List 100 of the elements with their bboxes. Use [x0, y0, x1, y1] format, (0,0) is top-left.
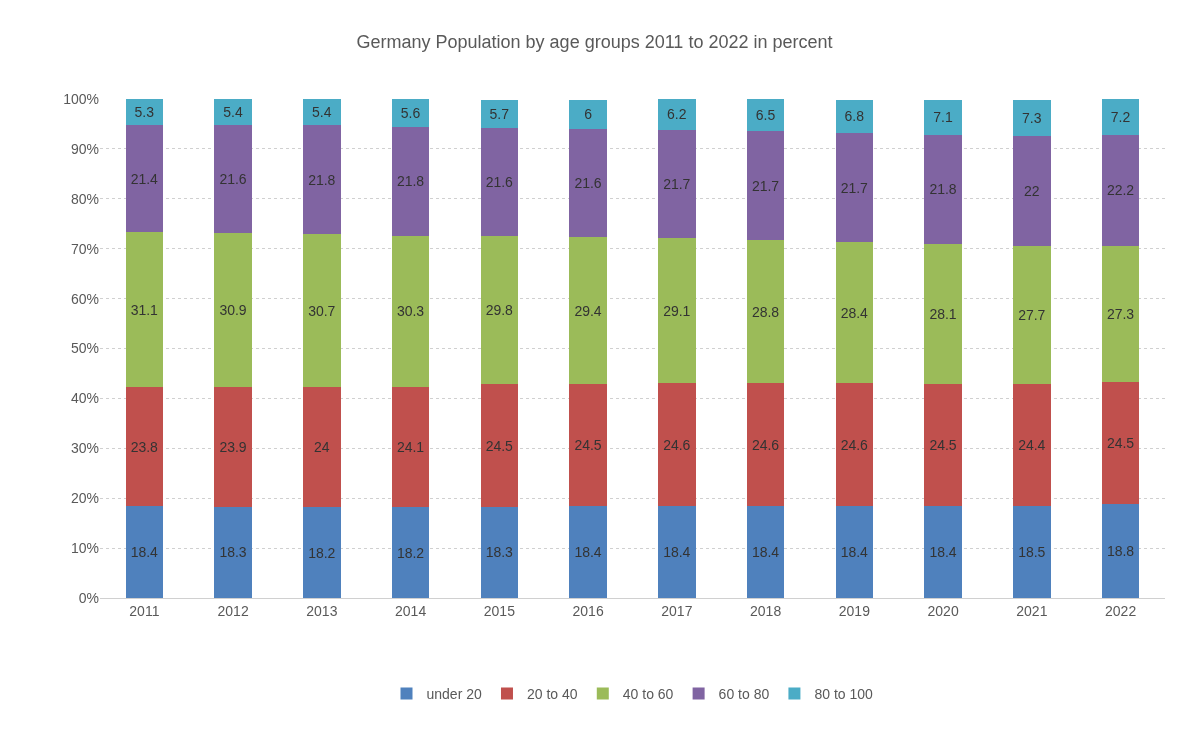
data-label: 29.8 — [485, 302, 514, 319]
data-label: 24 — [313, 439, 330, 456]
data-label: 30.3 — [396, 303, 425, 320]
legend-label: 60 to 80 — [718, 686, 770, 703]
data-label: 18.4 — [663, 544, 691, 561]
data-label: 28.8 — [751, 303, 780, 320]
bar — [214, 506, 252, 598]
bar — [658, 99, 696, 130]
data-label: 21.6 — [574, 175, 602, 192]
data-label: 24.5 — [485, 437, 514, 454]
data-label: 5.4 — [223, 103, 243, 120]
bar — [1101, 245, 1140, 382]
bar — [1013, 505, 1051, 598]
bar — [480, 384, 519, 507]
bar — [835, 506, 874, 598]
bar — [835, 133, 874, 242]
bar — [480, 127, 519, 236]
bar — [924, 383, 962, 507]
data-label: 18.4 — [840, 544, 869, 561]
bar — [1101, 504, 1140, 598]
bar — [303, 125, 341, 235]
data-label: 27.7 — [1018, 306, 1046, 323]
y-tick-label: 50% — [70, 340, 99, 357]
legend-label: 20 to 40 — [526, 686, 578, 703]
data-label: 18.2 — [308, 544, 336, 561]
data-label: 18.2 — [396, 544, 425, 561]
x-tick-label: 2017 — [661, 602, 693, 619]
data-label: 21.7 — [751, 177, 780, 194]
bar — [391, 235, 430, 387]
bar — [391, 126, 430, 236]
bar — [569, 237, 607, 384]
bar — [391, 386, 430, 508]
bar — [391, 99, 430, 127]
bar — [214, 233, 252, 388]
data-label: 18.4 — [751, 544, 780, 561]
bar — [125, 506, 164, 598]
bar — [924, 134, 962, 244]
bar — [125, 232, 164, 388]
bar — [1013, 245, 1051, 384]
data-label: 21.7 — [840, 179, 869, 196]
data-label: 18.4 — [130, 544, 159, 561]
bar — [214, 125, 252, 234]
bar — [924, 506, 962, 598]
data-label: 18.3 — [485, 544, 514, 561]
data-label: 24.1 — [396, 439, 425, 456]
x-tick-label: 2011 — [129, 602, 160, 619]
data-label: 18.4 — [929, 544, 957, 561]
bar — [214, 387, 252, 507]
data-label: 30.9 — [219, 302, 247, 319]
data-label: 21.6 — [219, 171, 247, 188]
data-label: 6.2 — [667, 106, 687, 123]
bar — [924, 99, 962, 135]
data-label: 31.1 — [130, 301, 159, 318]
bar — [569, 383, 607, 507]
bar — [1013, 135, 1051, 246]
x-tick-label: 2018 — [750, 602, 782, 619]
legend-label: 80 to 100 — [814, 686, 874, 703]
data-label: 21.8 — [396, 173, 425, 190]
y-tick-label: 40% — [70, 390, 99, 407]
bar — [658, 506, 696, 598]
legend-label: under 20 — [426, 686, 482, 703]
x-tick-label: 2020 — [927, 602, 959, 619]
data-label: 5.6 — [400, 104, 421, 121]
x-tick-label: 2013 — [306, 602, 338, 619]
data-label: 22.2 — [1106, 182, 1135, 199]
bar — [569, 129, 607, 238]
data-label: 21.7 — [663, 176, 691, 193]
bar — [924, 243, 962, 384]
legend-label: 40 to 60 — [622, 686, 674, 703]
data-label: 24.6 — [840, 436, 869, 453]
y-tick-label: 60% — [70, 290, 99, 307]
bar — [835, 241, 874, 384]
data-label: 18.3 — [219, 544, 247, 561]
data-label: 7.1 — [933, 109, 953, 126]
x-tick-label: 2019 — [838, 602, 871, 619]
data-label: 22 — [1023, 182, 1040, 199]
x-tick-label: 2021 — [1016, 602, 1048, 619]
data-label: 21.8 — [308, 171, 336, 188]
x-tick-label: 2015 — [483, 602, 516, 619]
bar — [746, 239, 785, 384]
data-label: 6.5 — [755, 107, 776, 124]
bar — [125, 125, 164, 233]
chart-title: Germany Population by age groups 2011 to 2022 in percent — [356, 32, 833, 53]
data-label: 27.3 — [1106, 305, 1135, 322]
x-tick-label: 2012 — [217, 602, 249, 619]
x-tick-label: 2016 — [572, 602, 604, 619]
data-label: 29.1 — [663, 302, 691, 319]
data-label: 24.5 — [929, 437, 957, 454]
bar — [569, 99, 607, 130]
data-label: 24.6 — [663, 436, 691, 453]
y-tick-label: 90% — [70, 140, 99, 157]
bar — [391, 507, 430, 598]
data-label: 28.1 — [929, 305, 957, 322]
data-label: 24.4 — [1018, 436, 1046, 453]
bar — [658, 129, 696, 239]
data-label: 21.4 — [130, 170, 159, 187]
data-label: 21.6 — [485, 173, 514, 190]
bar — [1013, 383, 1051, 506]
bar — [746, 506, 785, 598]
y-tick-label: 0% — [78, 589, 99, 606]
